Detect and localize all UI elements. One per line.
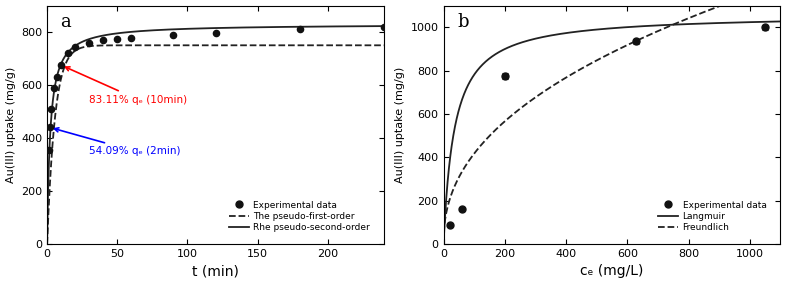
Text: 54.09% qₑ (2min): 54.09% qₑ (2min) [54,128,181,156]
Point [48,85,61,90]
Point [43,125,56,130]
Point [167,32,180,37]
Point [97,38,109,42]
X-axis label: cₑ (mg/L): cₑ (mg/L) [580,264,644,278]
Point [50,75,63,79]
Text: b: b [457,13,468,31]
Point [45,106,57,111]
Point [293,27,306,32]
Point [62,51,75,56]
Y-axis label: Au(III) uptake (mg/g): Au(III) uptake (mg/g) [6,67,16,183]
Point [69,44,82,49]
Y-axis label: Au(III) uptake (mg/g): Au(III) uptake (mg/g) [395,67,405,183]
Point [42,148,55,152]
Legend: Experimental data, The pseudo-first-order, Rhe pseudo-second-order: Experimental data, The pseudo-first-orde… [226,198,373,235]
Point [55,63,68,67]
X-axis label: t (min): t (min) [192,264,239,278]
Point [111,36,123,41]
Text: 83.11% qₑ (10min): 83.11% qₑ (10min) [65,67,187,105]
Point [378,24,391,29]
Point [209,31,222,36]
Legend: Experimental data, Langmuir, Freundlich: Experimental data, Langmuir, Freundlich [656,198,769,235]
Text: a: a [61,13,72,31]
Point [83,40,95,45]
Point [125,36,138,40]
